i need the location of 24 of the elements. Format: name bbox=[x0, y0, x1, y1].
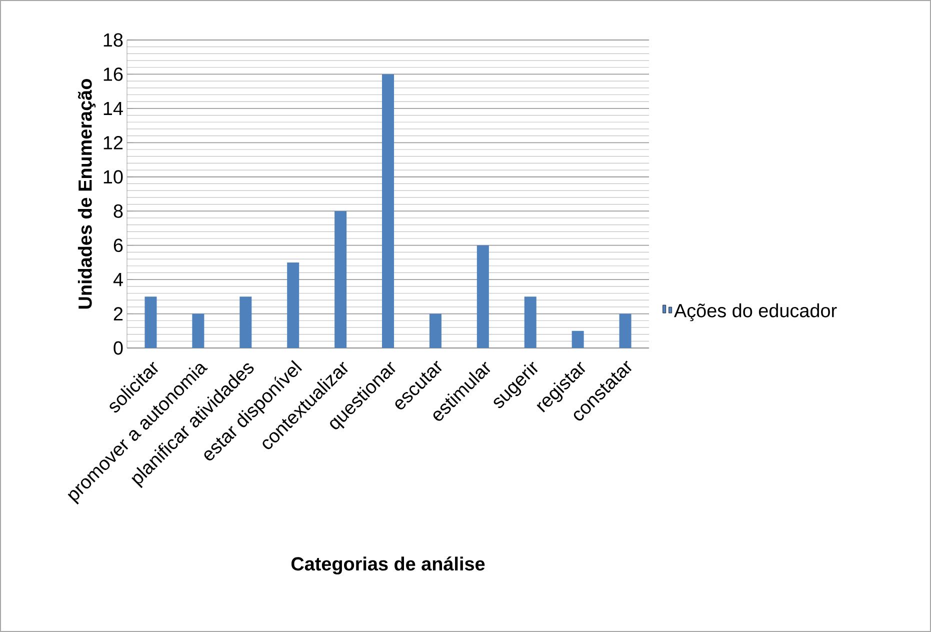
x-axis-title: Categorias de análise bbox=[291, 556, 485, 574]
y-tick-label: 14 bbox=[104, 102, 123, 115]
bar bbox=[334, 211, 347, 348]
y-tick-label: 10 bbox=[104, 170, 123, 184]
y-tick-label: 18 bbox=[104, 33, 123, 47]
bar bbox=[287, 262, 300, 348]
bar bbox=[524, 296, 536, 348]
y-tick-label: 12 bbox=[104, 136, 123, 150]
y-tick-label: 4 bbox=[113, 273, 123, 286]
bar bbox=[240, 296, 252, 348]
bar bbox=[572, 330, 584, 348]
bar bbox=[619, 314, 632, 348]
y-tick-label: 8 bbox=[114, 204, 123, 218]
y-tick-label: 16 bbox=[104, 68, 123, 81]
bar bbox=[429, 314, 442, 348]
bar bbox=[476, 245, 489, 348]
legend-label: Ações do educador bbox=[674, 303, 837, 322]
bar bbox=[144, 296, 157, 348]
y-tick-label: 6 bbox=[114, 238, 123, 252]
y-tick-label: 0 bbox=[114, 341, 123, 355]
bar bbox=[192, 314, 204, 348]
bar bbox=[382, 74, 394, 348]
y-axis-title: Unidades de Enumeração bbox=[78, 79, 96, 309]
y-tick-label: 2 bbox=[114, 307, 123, 320]
